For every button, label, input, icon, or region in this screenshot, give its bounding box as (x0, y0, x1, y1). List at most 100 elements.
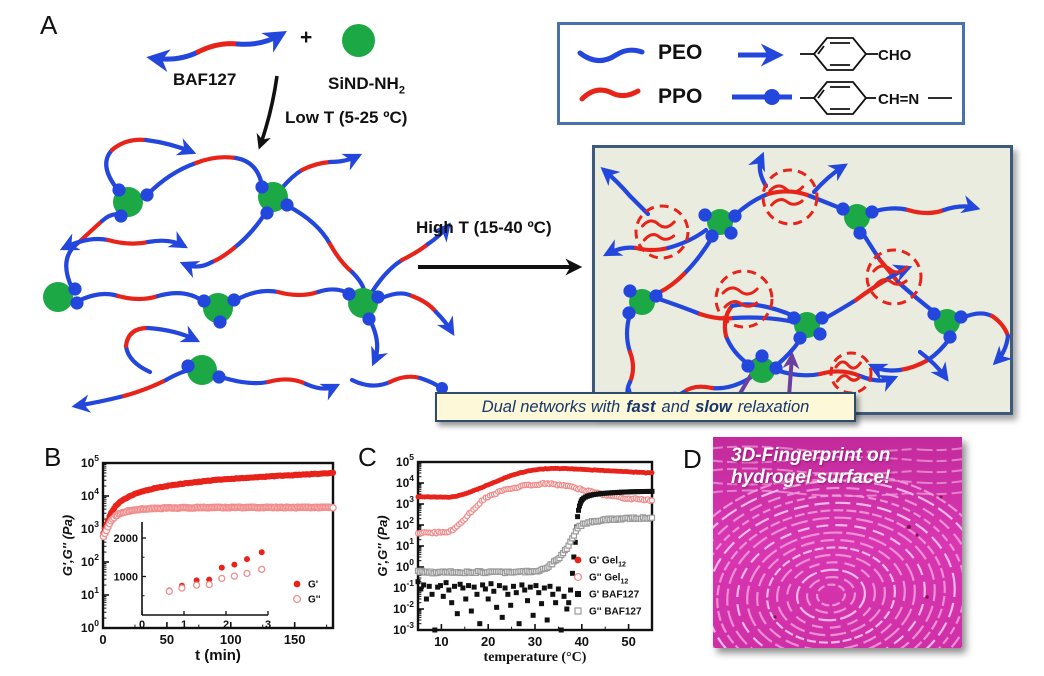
svg-text:150: 150 (284, 632, 306, 647)
imine-junction-dot (140, 188, 154, 202)
imine-junction-dot (342, 287, 356, 301)
ppo-domain-circle (865, 248, 923, 306)
imine-junction-dot (362, 312, 376, 326)
imine-junction-dot (705, 229, 719, 243)
series-g- (99, 503, 337, 541)
svg-text:100: 100 (396, 557, 414, 574)
imine-junction-dot (813, 327, 827, 341)
imine-label: CH=N (878, 91, 919, 108)
svg-text:0: 0 (139, 619, 145, 631)
svg-text:10-3: 10-3 (393, 620, 414, 637)
imine-junction-dot (943, 330, 957, 344)
caption-prefix: Dual networks with (481, 397, 621, 416)
peo-wave-icon (577, 47, 645, 63)
svg-text:101: 101 (81, 585, 99, 602)
imine-junction-dot (255, 180, 269, 194)
caption-suffix: relaxation (737, 397, 810, 416)
panel-c-label: C (358, 442, 377, 472)
svg-text:G'' Gel12: G'' Gel12 (589, 573, 628, 586)
panel-a-label: A (40, 10, 58, 40)
imine-junction-dot (741, 359, 755, 373)
cho-label: CHO (878, 47, 912, 64)
baf127-label: BAF127 (173, 70, 237, 89)
polymer-network-high-t (600, 151, 1013, 415)
svg-text:10-1: 10-1 (393, 578, 414, 595)
imine-junction-dot (815, 311, 829, 325)
panel-b-label: B (44, 442, 62, 472)
imine-structure-icon (800, 81, 952, 115)
imine-junction-dot (724, 226, 738, 240)
silica-nanoparticle (934, 309, 960, 335)
caption-and: and (661, 397, 690, 416)
fingerprint-graphic (713, 437, 962, 648)
svg-text:50: 50 (621, 634, 635, 649)
imine-junction-dot (787, 311, 801, 325)
svg-text:20: 20 (481, 634, 495, 649)
svg-text:100: 100 (81, 618, 99, 635)
series-g-gel12 (415, 465, 655, 500)
svg-text:G'' BAF127: G'' BAF127 (589, 607, 642, 618)
imine-junction-dot (213, 315, 227, 329)
baf127-molecule-icon (146, 31, 287, 72)
svg-text:103: 103 (81, 519, 99, 536)
svg-text:0: 0 (99, 632, 106, 647)
high-t-label: High T (15-40 ºC) (416, 218, 552, 237)
svg-text:t (min): t (min) (195, 647, 241, 664)
sind-label: SiND-NH2 (328, 74, 405, 97)
fingerprint-image: 3D-Fingerprint on hydrogel surface! (713, 437, 962, 648)
svg-text:3: 3 (265, 619, 271, 631)
imine-junction-dot (865, 205, 879, 219)
panel-c-chart: 10-3 10-2 10-1 100 101 102 103 104 105 10 20 30 40 50… (375, 452, 656, 665)
svg-text:10-2: 10-2 (393, 599, 414, 616)
imine-junction-dot (227, 293, 241, 307)
svg-text:G',G'' (Pa): G',G'' (Pa) (375, 515, 390, 576)
svg-text:temperature (°C): temperature (°C) (484, 650, 587, 665)
svg-text:30: 30 (528, 634, 542, 649)
symbol-legend-box: CHO CH=N PEO PPO (557, 22, 965, 125)
imine-junction-dot (260, 206, 274, 220)
svg-text:50: 50 (160, 632, 174, 647)
svg-text:103: 103 (396, 494, 414, 511)
svg-text:100: 100 (220, 632, 242, 647)
silica-nanoparticle-icon (342, 24, 375, 57)
imine-junction-dot (623, 284, 637, 298)
imine-junction-dot (112, 183, 126, 197)
imine-junction-dot (755, 349, 769, 363)
svg-text:1000: 1000 (114, 572, 138, 584)
svg-text:102: 102 (396, 515, 414, 532)
inset-series-gpp (165, 565, 266, 595)
svg-text:104: 104 (396, 473, 414, 490)
svg-text:102: 102 (81, 552, 99, 569)
imine-junction-dot (954, 310, 968, 324)
polymer-network-low-t (43, 137, 455, 413)
chart-legend: G' G'' (292, 580, 321, 606)
imine-junction-dot (212, 370, 226, 384)
panel-d-label: D (683, 444, 702, 474)
plus-sign: + (300, 26, 313, 49)
scheme-top-graphic (146, 31, 287, 150)
imine-junction-dot (70, 296, 84, 310)
svg-text:10: 10 (434, 634, 448, 649)
imine-junction-dot (769, 361, 783, 375)
imine-junction-dot (280, 198, 294, 212)
svg-text:G' Gel12: G' Gel12 (589, 556, 626, 569)
peo-label: PEO (658, 41, 703, 64)
low-t-label: Low T (5-25 ºC) (285, 108, 408, 127)
silica-nanoparticle (348, 288, 378, 318)
ppo-domain-circle (634, 204, 690, 260)
series-g-gel12 (414, 479, 656, 537)
symbol-legend-graphics: CHO CH=N (577, 37, 952, 115)
silica-nanoparticle (43, 282, 73, 312)
fingerprint-caption: 3D-Fingerprint on hydrogel surface! (731, 445, 891, 488)
dual-network-caption: Dual networks with fast and slow relaxat… (435, 392, 856, 422)
svg-text:104: 104 (81, 486, 99, 503)
svg-text:2000: 2000 (114, 533, 138, 545)
svg-text:G': G' (308, 580, 318, 591)
benzaldehyde-structure-icon (800, 37, 878, 71)
imine-junction-dot (197, 294, 211, 308)
silica-nanoparticle (629, 289, 655, 315)
svg-text:2: 2 (223, 619, 229, 631)
svg-text:105: 105 (81, 453, 99, 470)
svg-text:40: 40 (575, 634, 589, 649)
